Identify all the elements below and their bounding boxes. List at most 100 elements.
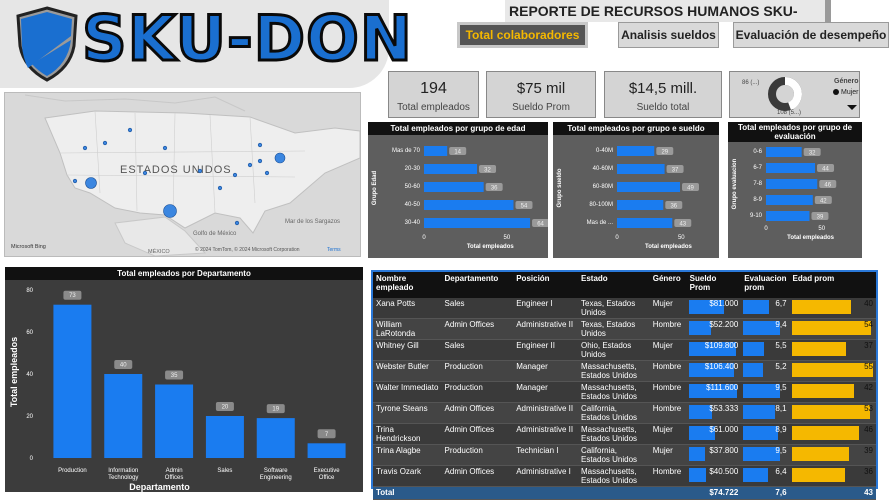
x-axis-label: Departamento [129,482,190,492]
age-bar [791,405,870,419]
bar [424,164,478,174]
table-row[interactable]: Webster Butler Production Manager Massachus… [373,360,876,382]
table-cell: Hombre [649,402,687,424]
data-label: 64 [537,222,544,228]
table-cell: $109.800 [686,339,742,361]
total-cell: 43 [789,486,876,500]
chart-evaluacion[interactable]: Grupo evaluacion 0-6 32 6-7 44 7-8 46 8-9 42 9-10… [728,142,862,258]
tab-evaluacion-desempeno[interactable]: Evaluación de desempeño [733,22,889,48]
table-cell: Mujer [649,339,687,361]
table-cell: Trina Alagbe [373,444,442,466]
column-header[interactable]: Departamento [441,272,514,298]
employee-table[interactable]: Nombre empleado Departamento Posición Estad… [371,270,878,500]
table-cell: Mujer [649,298,687,319]
column-header[interactable]: Evaluacion prom [741,272,790,298]
gender-donut-chart: 86 (...) 108 (5...) Género Mujer [742,77,859,116]
data-label-bg [666,165,684,173]
data-label: 39 [817,215,824,221]
column-header[interactable]: Edad prom [789,272,876,298]
x-axis-label: Total empleados [467,244,515,250]
total-cell: 7,6 [741,486,790,500]
tick-label: 9-10 [750,213,763,219]
map-bubble [162,145,168,151]
kpi-label: Sueldo Prom [512,102,570,113]
data-label: 14 [454,150,461,156]
data-label: 36 [491,186,498,192]
salary-bar [688,468,706,482]
table-row[interactable]: William LaRotonda Admin Offices Administra… [373,318,876,340]
table-cell: Travis Ozark [373,465,442,487]
y-axis-label: Grupo Edad [372,171,378,206]
column-header[interactable]: Género [649,272,687,298]
table-cell: Admin Offices [441,423,514,445]
tick-label: 50-60 [405,184,421,190]
column-header[interactable]: Sueldo Prom [686,272,742,298]
map-visual[interactable]: ESTADOS UNIDOS Mar de los Sargazos Golfo… [4,92,361,257]
chart-title: Total empleados por grupo de edad [368,122,548,135]
tab-total-colaboradores[interactable]: Total colaboradores [457,22,588,48]
map-bubble [82,145,88,151]
chart-panel-sueldo: Total empleados por grupo e sueldo Grupo… [553,122,719,258]
data-label: 29 [661,150,668,156]
data-label: 44 [822,167,829,173]
data-label-bg [449,147,467,155]
chart-departamento[interactable]: Total empleados 0 20 40 60 80 73 Production 40 In… [5,280,363,492]
table-row[interactable]: Walter Immediato Production Manager Massach… [373,381,876,403]
table-cell: Sales [441,339,514,361]
chart-edad[interactable]: Grupo Edad Mas de 70 14 20-30 32 50-60 36 40-50… [368,135,548,258]
total-cell [578,486,650,500]
cell-value: 6,7 [775,299,787,308]
table-row[interactable]: Whitney Gill Sales Engineer II Ohio, Estado… [373,339,876,361]
eval-bar [743,384,781,398]
data-label-bg [811,212,829,220]
cell-value: 46 [864,425,873,434]
table-cell: Whitney Gill [373,339,442,361]
tick-label: 7-8 [753,181,762,187]
tick-label: 8-9 [753,197,762,203]
bar [424,218,531,228]
table-row[interactable]: Travis Ozark Admin Offices Administrative … [373,465,876,487]
column-header[interactable]: Nombre empleado [373,272,442,298]
data-label-bg [215,402,234,411]
map-bubble [247,162,253,168]
table-row[interactable]: Trina Hendrickson Admin Offices Administra… [373,423,876,445]
column-header[interactable]: Estado [578,272,650,298]
tick-label: 0-6 [753,149,762,155]
tab-analisis-sueldos[interactable]: Analisis sueldos [618,22,719,48]
column-header[interactable]: Posición [513,272,578,298]
x-tick-label: Office [319,475,335,481]
table-row[interactable]: Trina Alagbe Production Technician I Califo… [373,444,876,466]
table-cell: Massachusetts, Estados Unidos [578,423,650,445]
chart-sueldo[interactable]: Grupo sueldo 0-40M 29 40-60M 37 60-80M 49 80-10… [553,135,719,258]
x-tick-label: 0 [422,235,426,241]
age-bar [791,426,859,440]
table-cell: 9,4 [741,318,790,340]
tick-label: 0-40M [596,148,613,154]
bar [766,147,802,157]
x-axis-label: Total empleados [645,244,693,250]
total-cell [513,486,578,500]
table-cell: 9,5 [741,381,790,403]
map-brand: Microsoft Bing [11,244,46,250]
data-label: 35 [171,373,178,379]
cell-value: 9,5 [775,446,787,455]
cell-value: 40 [864,299,873,308]
data-label-bg [266,404,285,414]
data-label: 7 [325,432,329,438]
table-row[interactable]: Xana Potts Sales Engineer I Texas, Estados … [373,298,876,319]
gender-legend-title: Género [834,78,859,85]
age-bar [791,342,846,356]
y-tick-label: 40 [26,372,33,378]
eval-bar [743,405,776,419]
gender-donut-card[interactable]: 86 (...) 108 (5...) Género Mujer [729,71,860,118]
gender-legend-mujer: Mujer [841,89,859,96]
bar [104,374,143,458]
y-axis-label: Total empleados [9,337,19,407]
salary-bar [688,363,734,377]
cell-value: 5,2 [775,362,787,371]
table-row[interactable]: Tyrone Steans Admin Offices Administrative… [373,402,876,424]
eval-bar [743,300,770,314]
chevron-down-icon[interactable] [847,105,857,110]
kpi-label: Sueldo total [636,102,690,113]
bar [307,443,346,458]
